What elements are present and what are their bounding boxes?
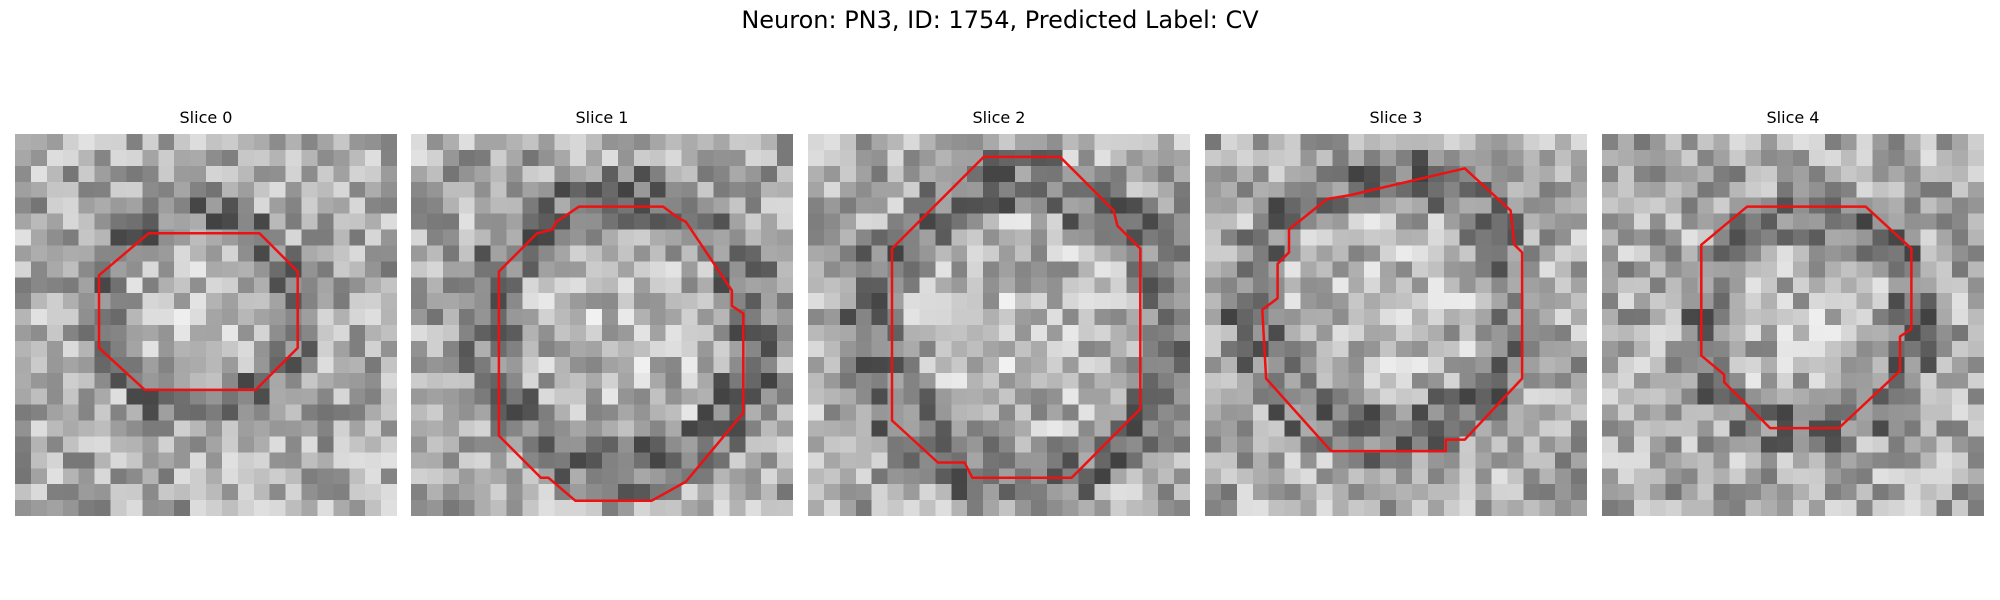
slice-0-grayscale-patch: [15, 134, 397, 516]
slice-0-contour: [97, 232, 299, 392]
figure-title: Neuron: PN3, ID: 1754, Predicted Label: …: [741, 6, 1259, 34]
slice-2-image: [808, 134, 1190, 516]
slice-1-image: [411, 134, 793, 516]
slice-panel-2: Slice 2: [808, 108, 1190, 516]
slice-2-grayscale-patch: [808, 134, 1190, 516]
slice-4-grayscale-patch: [1602, 134, 1984, 516]
slice-1-grayscale-patch: [411, 134, 793, 516]
slice-4-image: [1602, 134, 1984, 516]
slice-panel-1: Slice 1: [411, 108, 793, 516]
slice-panel-0: Slice 0: [15, 108, 397, 516]
slice-1-contour: [497, 205, 745, 502]
slice-3-image: [1205, 134, 1587, 516]
slice-2-title: Slice 2: [972, 108, 1026, 127]
slice-0-image: [15, 134, 397, 516]
slice-3-contour: [1261, 167, 1524, 453]
slice-panel-4: Slice 4: [1602, 108, 1984, 516]
slice-2-contour: [890, 155, 1142, 480]
slice-1-title: Slice 1: [575, 108, 629, 127]
slice-3-title: Slice 3: [1369, 108, 1423, 127]
slice-panel-3: Slice 3: [1205, 108, 1587, 516]
slice-4-title: Slice 4: [1766, 108, 1820, 127]
slice-4-contour: [1700, 205, 1913, 430]
slice-0-title: Slice 0: [179, 108, 233, 127]
